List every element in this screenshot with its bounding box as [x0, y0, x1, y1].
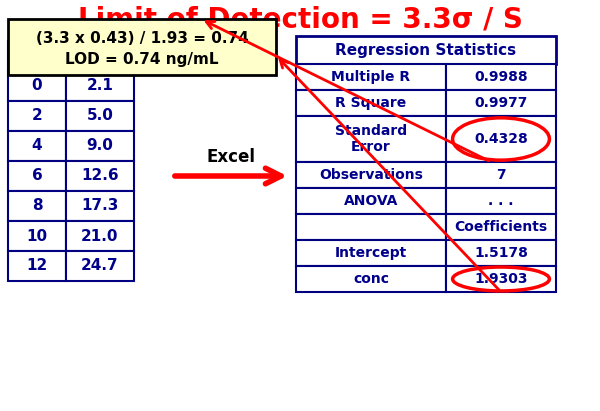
- Bar: [66, 251, 134, 281]
- Bar: [8, 221, 66, 251]
- Bar: [446, 116, 556, 162]
- Bar: [66, 71, 134, 101]
- Text: ANOVA: ANOVA: [344, 194, 398, 208]
- Bar: [446, 90, 556, 116]
- Text: 24.7: 24.7: [81, 259, 119, 273]
- Text: Coefficients: Coefficients: [454, 220, 548, 234]
- Text: 0: 0: [32, 79, 43, 93]
- Bar: [66, 131, 134, 161]
- Text: 6: 6: [32, 169, 43, 183]
- Text: 5.0: 5.0: [86, 109, 113, 123]
- Bar: [8, 161, 66, 191]
- Text: Limit of Detection = 3.3σ / S: Limit of Detection = 3.3σ / S: [77, 6, 523, 34]
- Text: 0.4328: 0.4328: [474, 132, 528, 146]
- Text: R Square: R Square: [335, 96, 407, 110]
- Bar: [296, 240, 446, 266]
- Bar: [8, 131, 66, 161]
- Text: 1.5178: 1.5178: [474, 246, 528, 260]
- Bar: [296, 266, 446, 292]
- Text: 8: 8: [32, 199, 43, 213]
- Text: Standard
Error: Standard Error: [335, 124, 407, 154]
- Text: 2.1: 2.1: [86, 79, 113, 93]
- Bar: [446, 188, 556, 214]
- Bar: [446, 162, 556, 188]
- Text: Observations: Observations: [319, 168, 423, 182]
- Bar: [8, 71, 66, 101]
- Text: 12: 12: [26, 259, 47, 273]
- Bar: [8, 251, 66, 281]
- Text: 0.9977: 0.9977: [475, 96, 527, 110]
- Bar: [8, 101, 66, 131]
- Bar: [66, 41, 134, 71]
- Bar: [296, 116, 446, 162]
- Bar: [296, 188, 446, 214]
- Text: Multiple R: Multiple R: [331, 70, 410, 84]
- Bar: [296, 90, 446, 116]
- Bar: [296, 214, 446, 240]
- Text: 1.9303: 1.9303: [474, 272, 528, 286]
- Bar: [66, 191, 134, 221]
- Bar: [446, 266, 556, 292]
- Text: . . .: . . .: [488, 194, 514, 208]
- Bar: [66, 101, 134, 131]
- Text: LOD = 0.74 ng/mL: LOD = 0.74 ng/mL: [65, 52, 219, 67]
- Text: conc: conc: [17, 48, 56, 64]
- Bar: [66, 221, 134, 251]
- Bar: [8, 191, 66, 221]
- Text: 4: 4: [32, 139, 43, 153]
- Text: Excel: Excel: [206, 148, 256, 166]
- Text: 7: 7: [496, 168, 506, 182]
- Bar: [66, 161, 134, 191]
- Text: 17.3: 17.3: [82, 199, 119, 213]
- Text: 10: 10: [26, 229, 47, 243]
- Text: (3.3 x 0.43) / 1.93 = 0.74: (3.3 x 0.43) / 1.93 = 0.74: [35, 31, 248, 46]
- Bar: [446, 214, 556, 240]
- Text: 0.9988: 0.9988: [474, 70, 528, 84]
- Text: 2: 2: [32, 109, 43, 123]
- Bar: [446, 240, 556, 266]
- Text: Intercept: Intercept: [335, 246, 407, 260]
- Text: 9.0: 9.0: [86, 139, 113, 153]
- Bar: [8, 19, 276, 75]
- Text: conc: conc: [353, 272, 389, 286]
- Text: Regression Statistics: Regression Statistics: [335, 42, 517, 58]
- Text: 12.6: 12.6: [81, 169, 119, 183]
- Bar: [296, 36, 556, 64]
- Bar: [446, 64, 556, 90]
- Bar: [296, 64, 446, 90]
- Bar: [8, 41, 66, 71]
- Text: signal: signal: [74, 48, 125, 64]
- Bar: [296, 162, 446, 188]
- Text: 21.0: 21.0: [81, 229, 119, 243]
